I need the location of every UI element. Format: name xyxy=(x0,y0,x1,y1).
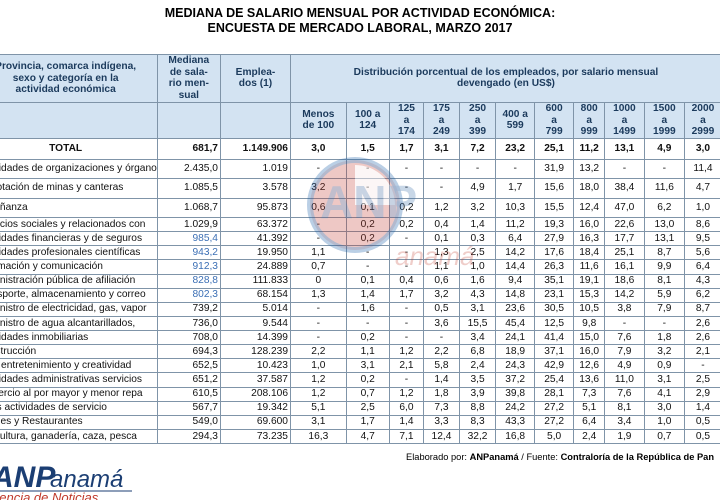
svg-text:anamá: anamá xyxy=(50,466,123,493)
svg-text:gencia de Noticias: gencia de Noticias xyxy=(0,490,99,500)
